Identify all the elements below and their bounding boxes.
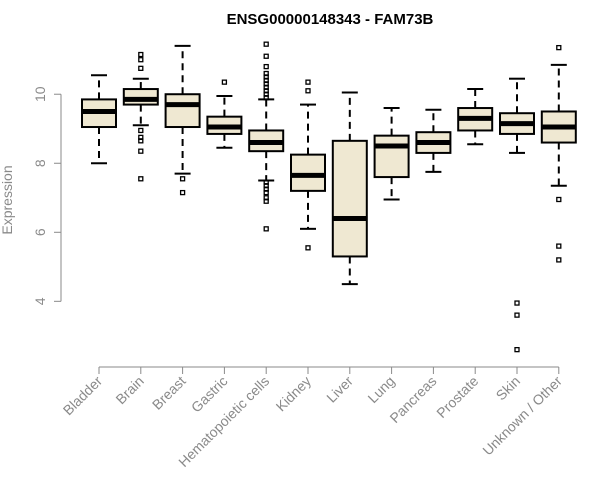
x-tick-label: Unknown / Other bbox=[479, 373, 565, 459]
outlier-point bbox=[138, 57, 144, 63]
box-group bbox=[290, 79, 326, 251]
outlier-point bbox=[138, 148, 144, 154]
outlier-point bbox=[263, 198, 269, 204]
outlier-point bbox=[179, 176, 186, 182]
box-group bbox=[457, 88, 494, 146]
box-group bbox=[331, 91, 368, 286]
outlier-point bbox=[138, 127, 144, 134]
iqr-box bbox=[122, 88, 159, 106]
outlier-point bbox=[514, 346, 520, 353]
outlier-point bbox=[263, 189, 269, 196]
y-tick-label: 6 bbox=[32, 228, 48, 236]
x-tick-label: Kidney bbox=[273, 373, 315, 415]
box-group bbox=[164, 44, 201, 196]
box-group bbox=[540, 44, 577, 263]
outlier-point bbox=[305, 245, 311, 251]
x-tick-label: Liver bbox=[323, 373, 356, 406]
y-axis-label: Expression bbox=[0, 165, 15, 234]
x-tick-label: Prostate bbox=[433, 373, 481, 421]
x-tick-label: Brain bbox=[112, 373, 146, 407]
box-group bbox=[248, 41, 285, 232]
outlier-point bbox=[263, 41, 269, 47]
box-group bbox=[499, 77, 535, 353]
outlier-point bbox=[263, 63, 269, 70]
box-group bbox=[122, 51, 159, 182]
outlier-point bbox=[305, 79, 311, 85]
y-tick-label: 8 bbox=[32, 159, 48, 167]
box-group bbox=[81, 74, 117, 165]
outlier-point bbox=[556, 44, 562, 51]
iqr-box bbox=[331, 139, 368, 258]
y-tick-label: 10 bbox=[32, 86, 48, 102]
x-tick-label: Lung bbox=[364, 373, 397, 406]
box-group bbox=[206, 79, 243, 149]
outlier-point bbox=[138, 51, 144, 58]
outlier-point bbox=[221, 79, 228, 85]
x-tick-label: Bladder bbox=[60, 373, 106, 419]
outlier-point bbox=[556, 243, 562, 249]
iqr-box bbox=[373, 134, 410, 179]
outlier-point bbox=[138, 65, 144, 71]
y-tick-label: 4 bbox=[32, 297, 48, 305]
box-group bbox=[415, 108, 452, 173]
outlier-point bbox=[305, 88, 311, 94]
iqr-box bbox=[164, 93, 201, 129]
outlier-point bbox=[514, 312, 520, 318]
outlier-point bbox=[263, 226, 269, 232]
iqr-box bbox=[290, 153, 326, 192]
x-tick-label: Skin bbox=[493, 373, 524, 404]
x-tick-label: Breast bbox=[149, 373, 189, 413]
outlier-point bbox=[556, 196, 562, 203]
outlier-point bbox=[138, 176, 144, 182]
chart-title: ENSG00000148343 - FAM73B bbox=[227, 11, 434, 28]
plot-area bbox=[81, 41, 577, 353]
outlier-point bbox=[263, 53, 269, 59]
y-axis: 4 6 8 10 bbox=[32, 86, 62, 305]
outlier-point bbox=[263, 95, 269, 101]
outlier-point bbox=[179, 189, 186, 196]
box-group bbox=[373, 107, 410, 201]
outlier-point bbox=[138, 138, 144, 144]
outlier-point bbox=[514, 300, 520, 306]
outlier-point bbox=[556, 257, 562, 263]
